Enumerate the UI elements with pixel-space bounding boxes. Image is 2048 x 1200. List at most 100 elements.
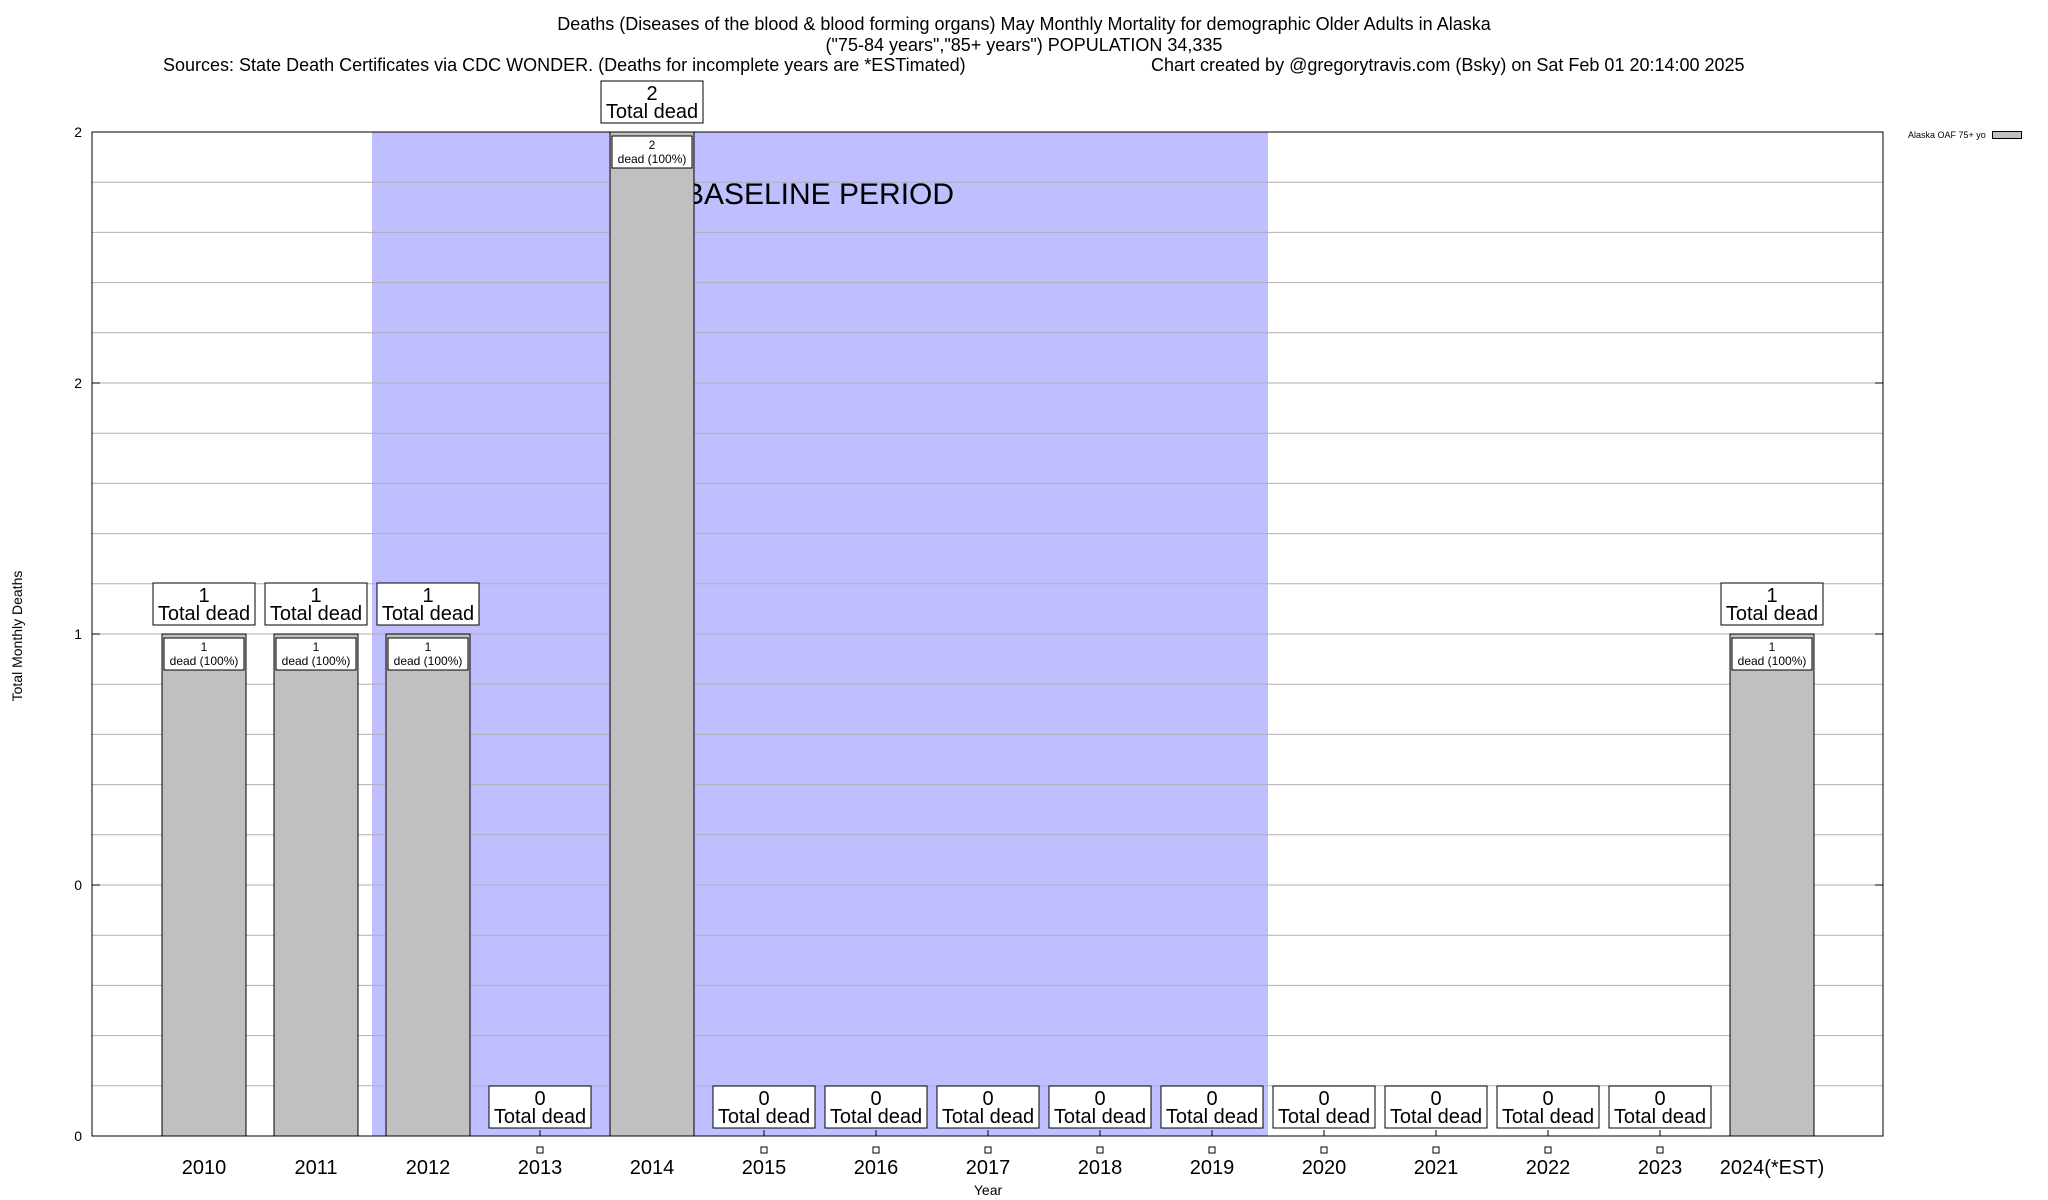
bar-total-label-box bbox=[1608, 1085, 1712, 1129]
bar-inner-value: 2 bbox=[649, 138, 656, 152]
zero-marker bbox=[1656, 1146, 1664, 1154]
y-tick-label: 0 bbox=[74, 877, 82, 893]
bar-total-label: Total dead bbox=[1278, 1106, 1370, 1128]
chart-subtitle: ("75-84 years","85+ years") POPULATION 3… bbox=[825, 35, 1223, 55]
x-tick-label: 2010 bbox=[182, 1157, 227, 1179]
zero-marker bbox=[1432, 1146, 1440, 1154]
legend: Alaska OAF 75+ yo bbox=[1908, 130, 2022, 140]
bar bbox=[609, 131, 695, 1137]
bar-total-label: Total dead bbox=[606, 101, 698, 123]
bar-total-label: Total dead bbox=[494, 1106, 586, 1128]
bar-total-label-box bbox=[1496, 1085, 1600, 1129]
bar bbox=[385, 633, 471, 1137]
zero-marker bbox=[1320, 1146, 1328, 1154]
zero-marker bbox=[872, 1146, 880, 1154]
bar-total-value: 1 bbox=[422, 585, 433, 607]
bar-total-label-box bbox=[264, 582, 368, 626]
bar-total-value: 0 bbox=[1094, 1088, 1105, 1110]
bar-total-label-box bbox=[824, 1085, 928, 1129]
bar-total-value: 0 bbox=[534, 1088, 545, 1110]
y-tick-label: 2 bbox=[74, 375, 82, 391]
bar-total-label: Total dead bbox=[718, 1106, 810, 1128]
zero-marker bbox=[1208, 1146, 1216, 1154]
bar-total-label-box bbox=[1272, 1085, 1376, 1129]
bar-total-label-box bbox=[152, 582, 256, 626]
x-tick-label: 2020 bbox=[1302, 1157, 1347, 1179]
bar-inner-label-box bbox=[611, 135, 693, 169]
bar-total-label: Total dead bbox=[1390, 1106, 1482, 1128]
bar-total-value: 0 bbox=[1318, 1088, 1329, 1110]
baseline-period-label: BASELINE PERIOD bbox=[684, 178, 954, 211]
bar-inner-label: dead (100%) bbox=[1738, 654, 1807, 668]
bar-total-value: 2 bbox=[646, 83, 657, 105]
legend-label: Alaska OAF 75+ yo bbox=[1908, 130, 1986, 140]
x-tick-label: 2021 bbox=[1414, 1157, 1459, 1179]
bar-total-value: 1 bbox=[198, 585, 209, 607]
bar-total-label-box bbox=[712, 1085, 816, 1129]
bar-total-value: 0 bbox=[1542, 1088, 1553, 1110]
bar-inner-label-box bbox=[1731, 637, 1813, 671]
bar-total-label-box bbox=[936, 1085, 1040, 1129]
bar-total-value: 0 bbox=[982, 1088, 993, 1110]
bar-total-label: Total dead bbox=[1614, 1106, 1706, 1128]
bar-total-value: 0 bbox=[758, 1088, 769, 1110]
bar-inner-value: 1 bbox=[313, 640, 320, 654]
zero-marker bbox=[536, 1146, 544, 1154]
bar-inner-value: 1 bbox=[425, 640, 432, 654]
x-tick-label: 2016 bbox=[854, 1157, 899, 1179]
x-tick-label: 2024(*EST) bbox=[1720, 1157, 1825, 1179]
chart-title: Deaths (Diseases of the blood & blood fo… bbox=[557, 14, 1491, 34]
y-tick-label: 0 bbox=[74, 1128, 82, 1144]
bar-total-label: Total dead bbox=[382, 603, 474, 625]
zero-marker bbox=[760, 1146, 768, 1154]
bar-total-label-box bbox=[488, 1085, 592, 1129]
bar-total-label-box bbox=[1720, 582, 1824, 626]
bar-total-value: 1 bbox=[310, 585, 321, 607]
bar-total-value: 0 bbox=[1654, 1088, 1665, 1110]
x-tick-label: 2013 bbox=[518, 1157, 563, 1179]
bar bbox=[161, 633, 247, 1137]
bar-total-label: Total dead bbox=[270, 603, 362, 625]
chart-credit: Chart created by @gregorytravis.com (Bsk… bbox=[1151, 55, 1745, 75]
bar-total-label: Total dead bbox=[1054, 1106, 1146, 1128]
x-tick-label: 2017 bbox=[966, 1157, 1011, 1179]
bar-inner-label-box bbox=[275, 637, 357, 671]
bar-inner-value: 1 bbox=[201, 640, 208, 654]
bar-inner-label: dead (100%) bbox=[282, 654, 351, 668]
bar-total-label: Total dead bbox=[830, 1106, 922, 1128]
bar-inner-label-box bbox=[387, 637, 469, 671]
bar-total-label-box bbox=[1384, 1085, 1488, 1129]
bar-total-label: Total dead bbox=[1726, 603, 1818, 625]
bar bbox=[1729, 633, 1815, 1137]
bar-inner-value: 1 bbox=[1769, 640, 1776, 654]
bar-inner-label: dead (100%) bbox=[618, 152, 687, 166]
bar-total-label: Total dead bbox=[942, 1106, 1034, 1128]
x-tick-label: 2015 bbox=[742, 1157, 787, 1179]
bar-total-value: 0 bbox=[870, 1088, 881, 1110]
x-tick-label: 2019 bbox=[1190, 1157, 1235, 1179]
bar-total-value: 1 bbox=[1766, 585, 1777, 607]
zero-marker bbox=[1096, 1146, 1104, 1154]
x-tick-label: 2014 bbox=[630, 1157, 675, 1179]
bar-inner-label-box bbox=[163, 637, 245, 671]
y-tick-label: 1 bbox=[74, 626, 82, 642]
bar-total-value: 0 bbox=[1206, 1088, 1217, 1110]
bar-total-label: Total dead bbox=[158, 603, 250, 625]
y-tick-label: 2 bbox=[74, 124, 82, 140]
x-tick-label: 2011 bbox=[294, 1157, 337, 1179]
plot-border bbox=[91, 131, 1884, 1137]
bar-total-label-box bbox=[376, 582, 480, 626]
zero-marker bbox=[1544, 1146, 1552, 1154]
bar-total-label-box bbox=[1160, 1085, 1264, 1129]
bar-inner-label: dead (100%) bbox=[394, 654, 463, 668]
x-tick-label: 2023 bbox=[1638, 1157, 1683, 1179]
bar-total-value: 0 bbox=[1430, 1088, 1441, 1110]
x-tick-label: 2012 bbox=[406, 1157, 451, 1179]
bar-total-label: Total dead bbox=[1502, 1106, 1594, 1128]
x-tick-label: 2022 bbox=[1526, 1157, 1571, 1179]
zero-marker bbox=[984, 1146, 992, 1154]
chart-sources: Sources: State Death Certificates via CD… bbox=[163, 55, 966, 75]
bar-total-label-box bbox=[600, 80, 704, 124]
x-tick-label: 2018 bbox=[1078, 1157, 1123, 1179]
